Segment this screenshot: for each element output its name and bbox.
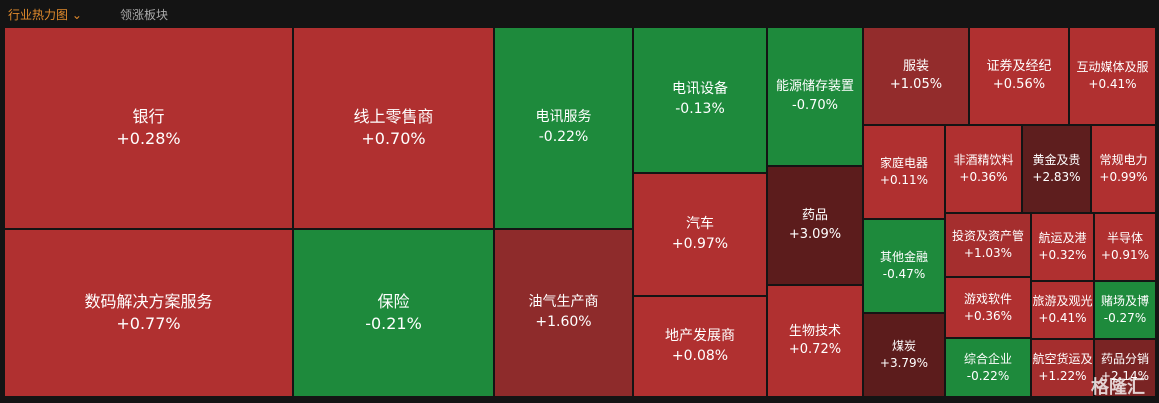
tile-name: 证券及经纪 [986, 58, 1052, 74]
tile[interactable]: 地产发展商 +0.08% [633, 296, 767, 397]
tile-name: 半导体 [1106, 231, 1143, 246]
tile-change: -0.47% [882, 267, 926, 281]
tile-name: 药品分销 [1100, 352, 1149, 367]
tile-change: +0.36% [963, 308, 1013, 323]
tile[interactable]: 非酒精饮料 +0.36% [945, 125, 1022, 213]
tile[interactable]: 常规电力 +0.99% [1091, 125, 1156, 213]
tile[interactable]: 煤炭 +3.79% [863, 313, 945, 397]
tile-change: +2.83% [1032, 170, 1081, 184]
tile-name: 赌场及博 [1100, 294, 1149, 309]
tile-name: 家庭电器 [879, 156, 928, 171]
tab-label: 行业热力图 [8, 8, 69, 22]
tile-change: +0.36% [959, 170, 1008, 184]
tile[interactable]: 数码解决方案服务 +0.77% [4, 229, 293, 397]
tile-name: 地产发展商 [665, 327, 735, 344]
tile-name: 电讯设备 [672, 81, 728, 98]
tile-name: 旅游及观光 [1032, 294, 1093, 309]
tile-change: +0.70% [361, 129, 426, 148]
tile[interactable]: 电讯服务 -0.22% [494, 27, 633, 229]
tile[interactable]: 半导体 +0.91% [1094, 213, 1156, 281]
tile-change: +0.91% [1100, 248, 1150, 262]
tile[interactable]: 银行 +0.28% [4, 27, 293, 229]
tab[interactable]: 领涨板块 [120, 8, 169, 22]
tile-name: 投资及资产管 [951, 229, 1024, 244]
tab-active[interactable]: 行业热力图 ⌄ [8, 8, 82, 22]
tile-name: 航运及港 [1038, 231, 1087, 246]
tile-name: 煤炭 [891, 339, 916, 354]
tile[interactable]: 航空货运及 +1.22% [1031, 339, 1094, 397]
tile-name: 其他金融 [879, 250, 928, 265]
tile-change: -0.13% [675, 101, 725, 117]
tile-name: 数码解决方案服务 [84, 291, 213, 311]
tile-change: +0.56% [992, 77, 1046, 92]
tile-name: 常规电力 [1099, 153, 1148, 168]
tile-change: +1.22% [1038, 369, 1087, 383]
tile-name: 综合企业 [963, 351, 1012, 366]
tile-name: 银行 [132, 106, 165, 126]
tile[interactable]: 航运及港 +0.32% [1031, 213, 1094, 281]
tile-change: +0.72% [788, 342, 842, 357]
tile[interactable]: 药品 +3.09% [767, 166, 863, 285]
tile-change: +0.41% [1038, 311, 1087, 325]
tile[interactable]: 生物技术 +0.72% [767, 285, 863, 397]
tile-change: +1.60% [535, 314, 592, 330]
tile-name: 非酒精饮料 [953, 153, 1014, 168]
tile-change: -0.22% [966, 368, 1010, 383]
tile-change: +0.28% [116, 129, 181, 148]
watermark: 格隆汇 [1091, 377, 1145, 398]
tile-change: +0.77% [116, 314, 181, 333]
tile-name: 生物技术 [788, 323, 841, 339]
tile-change: +3.09% [788, 226, 842, 242]
tile-name: 油气生产商 [528, 294, 599, 311]
tile[interactable]: 综合企业 -0.22% [945, 338, 1031, 397]
tile-name: 能源储存装置 [775, 79, 854, 95]
tile-change: +1.03% [963, 246, 1013, 260]
tile[interactable]: 汽车 +0.97% [633, 173, 767, 296]
tile[interactable]: 其他金融 -0.47% [863, 219, 945, 313]
tile-change: -0.70% [792, 97, 838, 113]
tile-change: +0.08% [671, 347, 729, 364]
tile[interactable]: 旅游及观光 +0.41% [1031, 281, 1094, 339]
tile-change: -0.21% [365, 314, 422, 333]
tile-change: +1.05% [889, 77, 943, 92]
tile-change: +2.14% [1100, 369, 1150, 383]
tile-name: 互动媒体及服 [1076, 60, 1149, 75]
tile[interactable]: 油气生产商 +1.60% [494, 229, 633, 397]
tile-change: +0.97% [671, 235, 729, 252]
tile-name: 电讯服务 [535, 109, 592, 126]
tile[interactable]: 互动媒体及服 +0.41% [1069, 27, 1156, 125]
tile-change: +3.79% [879, 356, 929, 370]
tile-name: 航空货运及 [1032, 352, 1093, 367]
tile[interactable]: 能源储存装置 -0.70% [767, 27, 863, 166]
tile-name: 服装 [902, 58, 929, 74]
tile-change: +0.99% [1099, 170, 1148, 184]
tile[interactable]: 电讯设备 -0.13% [633, 27, 767, 173]
tile-name: 黄金及贵 [1032, 153, 1081, 168]
tile[interactable]: 服装 +1.05% [863, 27, 969, 125]
tile[interactable]: 线上零售商 +0.70% [293, 27, 494, 229]
tile-name: 药品 [801, 208, 828, 224]
tile-change: +0.32% [1038, 248, 1087, 262]
tile[interactable]: 游戏软件 +0.36% [945, 277, 1031, 338]
tile-change: +0.41% [1088, 77, 1137, 91]
tile[interactable]: 家庭电器 +0.11% [863, 125, 945, 219]
tile-change: +0.11% [879, 173, 929, 187]
tile-change: -0.27% [1103, 311, 1147, 325]
tile[interactable]: 保险 -0.21% [293, 229, 494, 397]
tile-name: 汽车 [686, 215, 714, 232]
tile[interactable]: 黄金及贵 +2.83% [1022, 125, 1091, 213]
tile[interactable]: 投资及资产管 +1.03% [945, 213, 1031, 277]
tile-name: 保险 [377, 291, 410, 311]
tile-name: 线上零售商 [353, 106, 434, 126]
tile[interactable]: 赌场及博 -0.27% [1094, 281, 1156, 339]
tile[interactable]: 药品分销 +2.14% [1094, 339, 1156, 397]
tile-name: 游戏软件 [963, 291, 1012, 306]
tile[interactable]: 证券及经纪 +0.56% [969, 27, 1069, 125]
tile-change: -0.22% [538, 129, 589, 145]
